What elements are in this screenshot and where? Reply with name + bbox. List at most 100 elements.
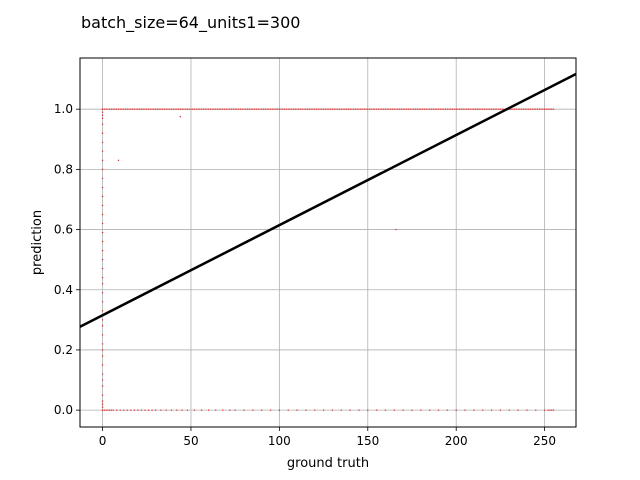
data-point [243, 108, 245, 110]
data-point [101, 379, 104, 381]
data-point [367, 409, 369, 411]
data-point [177, 108, 180, 110]
data-point [123, 108, 125, 110]
data-point [133, 108, 136, 110]
data-point [375, 108, 378, 110]
data-point [101, 111, 104, 113]
data-point [199, 108, 201, 110]
data-point [195, 108, 197, 110]
data-point [123, 409, 125, 411]
data-point [140, 409, 143, 411]
data-point [310, 108, 312, 110]
chart-title: batch_size=64_units1=300 [81, 13, 300, 33]
data-point [538, 108, 541, 110]
data-point [393, 409, 396, 411]
data-point [395, 108, 397, 110]
data-point [246, 108, 249, 110]
data-point [158, 108, 160, 110]
data-point [193, 108, 196, 110]
data-point [110, 409, 113, 411]
data-point [473, 108, 475, 110]
data-point [416, 108, 418, 110]
data-point [512, 108, 514, 110]
data-point [101, 141, 104, 143]
data-point [112, 409, 114, 411]
data-point [144, 409, 146, 411]
data-point [222, 409, 224, 411]
data-point [356, 108, 358, 110]
data-point [107, 108, 109, 110]
data-point [298, 108, 300, 110]
x-tick-label: 200 [445, 434, 468, 448]
data-point [197, 108, 199, 110]
data-point [101, 132, 104, 134]
data-point [101, 258, 104, 261]
data-point [101, 283, 104, 285]
data-point [326, 108, 328, 110]
data-point [471, 108, 473, 110]
data-point [276, 108, 279, 110]
data-point [535, 409, 537, 411]
data-point [137, 409, 139, 411]
data-point [101, 325, 104, 327]
data-point [443, 108, 445, 110]
data-point [101, 385, 104, 387]
data-point [101, 168, 104, 171]
data-point [482, 108, 484, 110]
data-point [405, 108, 408, 110]
data-point [230, 108, 233, 110]
data-point [321, 108, 323, 110]
data-point [101, 406, 104, 408]
data-point [423, 108, 426, 110]
data-point [282, 108, 284, 110]
data-point [550, 108, 553, 110]
data-point [436, 108, 438, 110]
data-point [342, 108, 344, 110]
data-point [126, 108, 129, 110]
data-point [160, 409, 162, 411]
data-point [142, 108, 144, 110]
data-point [430, 108, 433, 110]
data-point [101, 249, 104, 252]
data-point [250, 108, 252, 110]
data-point [444, 108, 447, 110]
data-point [269, 409, 272, 411]
data-point [117, 159, 120, 162]
data-point [252, 108, 254, 110]
data-point [536, 108, 539, 110]
data-point [501, 108, 503, 110]
data-point [101, 403, 104, 405]
data-point [524, 108, 526, 110]
data-point [146, 108, 148, 110]
data-point [101, 213, 104, 216]
data-point [446, 108, 449, 110]
data-point [101, 159, 104, 162]
data-point [170, 108, 173, 110]
data-point [209, 108, 212, 110]
data-point [409, 108, 411, 110]
data-point [322, 108, 325, 110]
data-point [384, 409, 387, 411]
data-point [299, 108, 302, 110]
data-point [275, 108, 277, 110]
data-point [520, 108, 523, 110]
data-point [395, 228, 397, 231]
plot-frame [79, 57, 577, 428]
data-point [241, 108, 243, 110]
data-point [314, 409, 316, 411]
data-point [407, 108, 410, 110]
data-point [492, 108, 495, 110]
data-point [450, 108, 452, 110]
data-point [549, 409, 551, 411]
data-point [137, 108, 139, 110]
data-point [354, 108, 357, 110]
data-point [101, 123, 104, 125]
data-point [490, 108, 493, 110]
data-point [234, 108, 236, 110]
data-point [167, 108, 169, 110]
data-point [278, 409, 281, 411]
data-point [149, 108, 151, 110]
data-point [421, 108, 424, 110]
data-point [358, 409, 360, 411]
data-point [215, 108, 217, 110]
